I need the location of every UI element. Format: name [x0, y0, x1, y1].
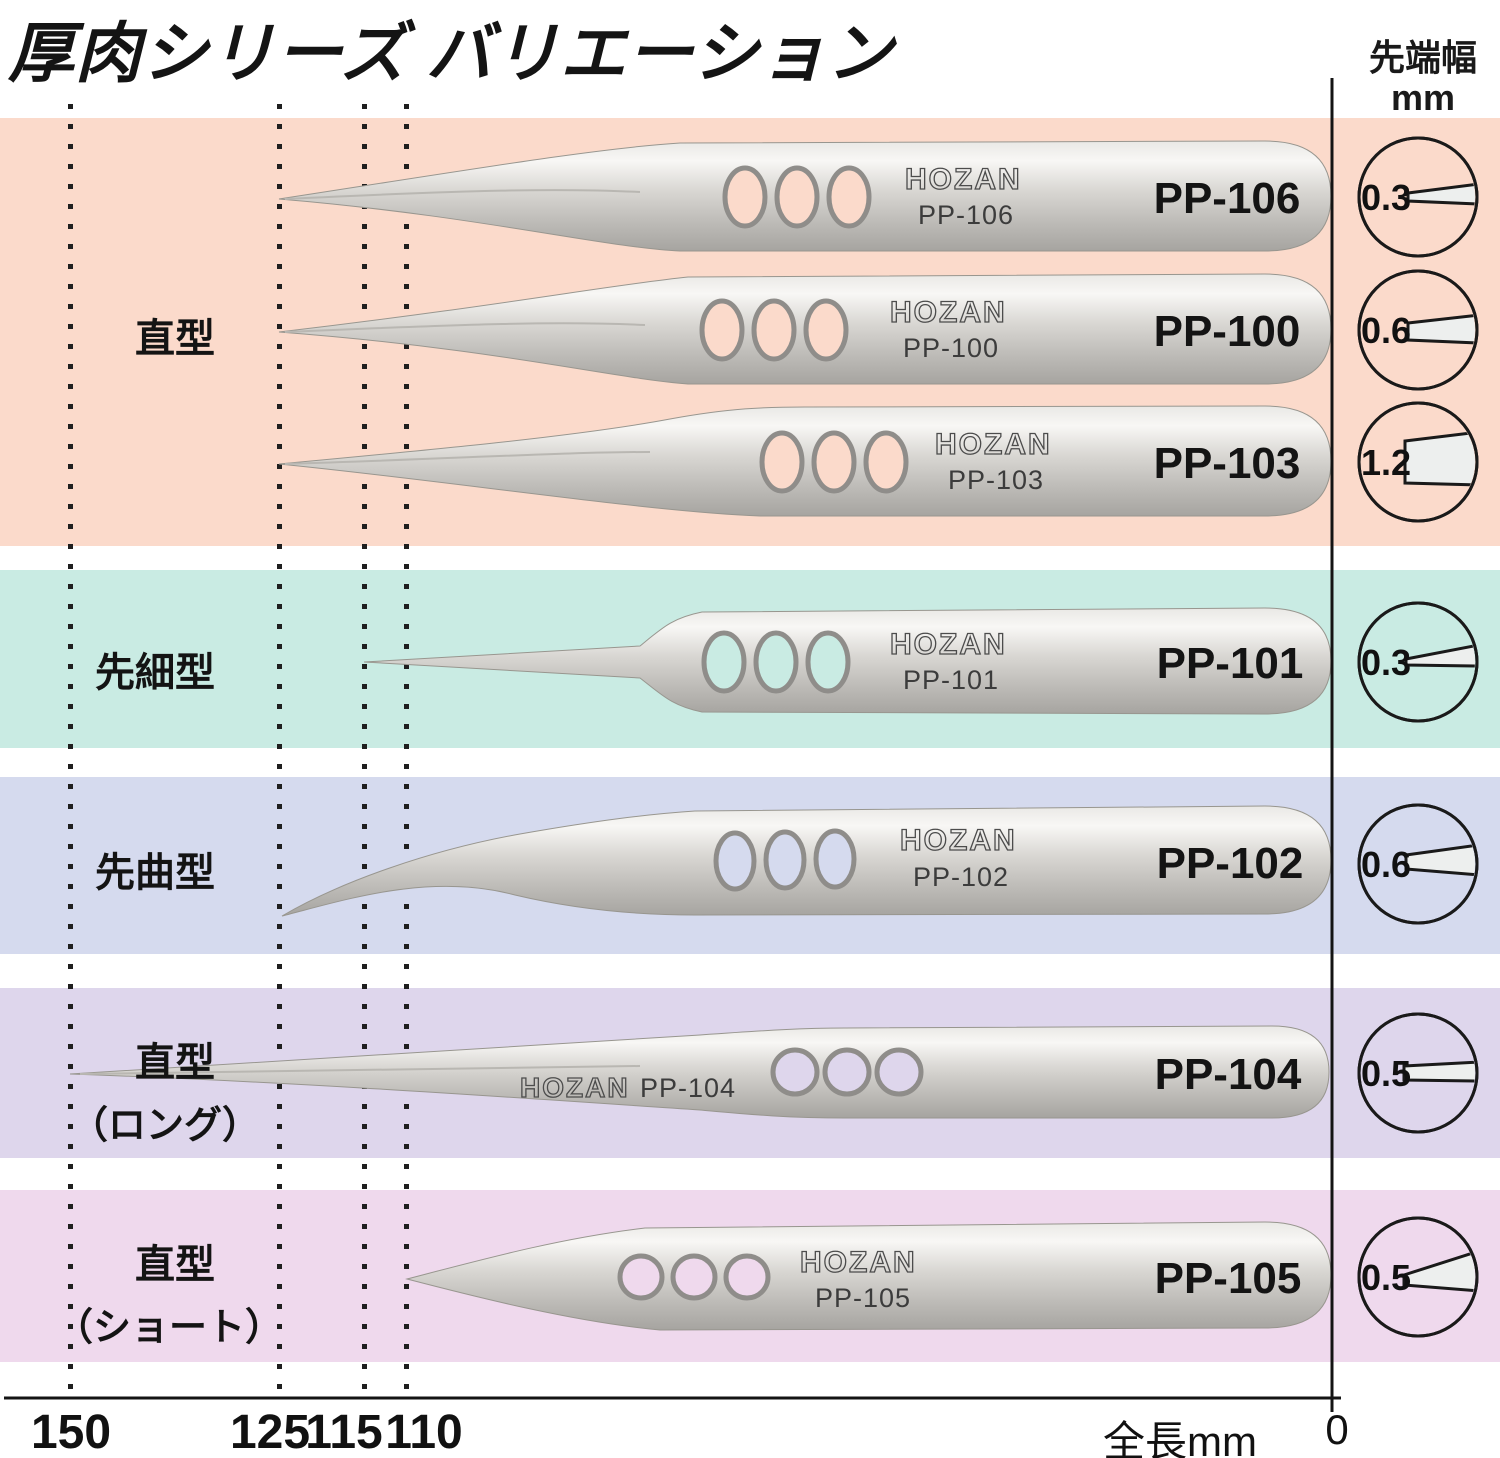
type-label-curved-tip: 先曲型 — [95, 851, 215, 895]
tip-width-value: 0.3 — [1361, 642, 1411, 683]
type-label-straight: 直型 — [135, 317, 215, 361]
tip-width-circle-pp-102: 0.6 — [1357, 803, 1479, 925]
type-label-straight-long-sub: （ロング） — [70, 1105, 261, 1147]
tweezer-pp-101: HOZAN PP-101 PP-101 — [363, 607, 1332, 715]
tweezer-pp-106: HOZAN PP-106 PP-106 — [278, 140, 1332, 252]
axis-length-label: 全長mm — [1103, 1418, 1257, 1458]
hozan-logo-etched: HOZAN — [900, 824, 1017, 857]
axis-tick-125: 125 — [229, 1406, 311, 1458]
hozan-logo-etched: HOZAN — [520, 1072, 630, 1103]
model-label-pp-100: PP-100 — [1154, 307, 1301, 356]
etched-model-number: PP-104 — [640, 1073, 736, 1103]
hozan-logo-etched: HOZAN — [800, 1246, 917, 1279]
tip-width-header: 先端幅 mm — [1348, 38, 1498, 118]
tweezer-pp-100: HOZAN PP-100 PP-100 — [278, 273, 1332, 385]
etched-model-number: PP-105 — [815, 1283, 911, 1313]
tip-width-circle-pp-105: 0.5 — [1357, 1216, 1479, 1338]
hozan-logo-etched: HOZAN — [890, 628, 1007, 661]
tweezer-pp-102: HOZAN PP-102 PP-102 — [281, 805, 1332, 917]
axis-tick-115: 115 — [305, 1406, 383, 1458]
guide-line-115mm — [362, 104, 367, 1398]
model-label-pp-104: PP-104 — [1155, 1050, 1302, 1099]
tip-width-value: 0.5 — [1361, 1257, 1411, 1298]
tweezer-pp-105: HOZAN PP-105 PP-105 — [405, 1221, 1332, 1331]
tip-width-circle-pp-103: 1.2 — [1357, 401, 1479, 523]
etched-model-number: PP-101 — [903, 665, 999, 695]
hozan-logo-etched: HOZAN — [890, 296, 1007, 329]
tip-width-value: 0.6 — [1361, 844, 1411, 885]
type-label-straight-long: 直型 — [135, 1041, 215, 1085]
model-label-pp-101: PP-101 — [1157, 639, 1304, 688]
model-label-pp-102: PP-102 — [1157, 839, 1304, 888]
axis-tick-110: 110 — [385, 1406, 463, 1458]
model-label-pp-106: PP-106 — [1154, 174, 1301, 223]
guide-line-110mm — [404, 104, 409, 1398]
model-label-pp-103: PP-103 — [1154, 439, 1301, 488]
diagram-title: 厚肉シリーズ バリエーション — [8, 16, 894, 90]
etched-model-number: PP-103 — [948, 465, 1044, 495]
tip-width-value: 0.5 — [1361, 1053, 1411, 1094]
guide-line-150mm — [68, 104, 73, 1398]
axis-tick-150: 150 — [30, 1406, 112, 1458]
type-label-straight-short-sub: （ショート） — [55, 1307, 284, 1349]
hozan-logo-etched: HOZAN — [935, 428, 1052, 461]
model-label-pp-105: PP-105 — [1155, 1254, 1302, 1303]
type-label-straight-short: 直型 — [135, 1243, 215, 1287]
tip-width-circle-pp-106: 0.3 — [1357, 136, 1479, 258]
tip-width-circle-pp-104: 0.5 — [1357, 1012, 1479, 1134]
tip-width-header-line1: 先端幅 — [1368, 37, 1477, 78]
etched-model-number: PP-102 — [913, 862, 1009, 892]
tip-width-circle-pp-101: 0.3 — [1357, 601, 1479, 723]
etched-model-number: PP-100 — [903, 333, 999, 363]
tweezer-pp-104: HOZAN PP-104 PP-104 — [69, 1025, 1330, 1119]
etched-model-number: PP-106 — [918, 200, 1014, 230]
hozan-logo-etched: HOZAN — [905, 163, 1022, 196]
axis-zero-label: 0 — [1325, 1406, 1349, 1453]
guide-line-125mm — [277, 104, 282, 1398]
type-label-fine-tip: 先細型 — [95, 651, 215, 695]
tip-width-circle-pp-100: 0.6 — [1357, 269, 1479, 391]
tip-width-value: 0.3 — [1361, 177, 1411, 218]
tip-width-header-line2: mm — [1390, 77, 1456, 118]
tweezer-pp-103: HOZAN PP-103 PP-103 — [278, 405, 1332, 517]
tip-width-value: 1.2 — [1361, 442, 1411, 483]
tip-width-value: 0.6 — [1361, 310, 1411, 351]
